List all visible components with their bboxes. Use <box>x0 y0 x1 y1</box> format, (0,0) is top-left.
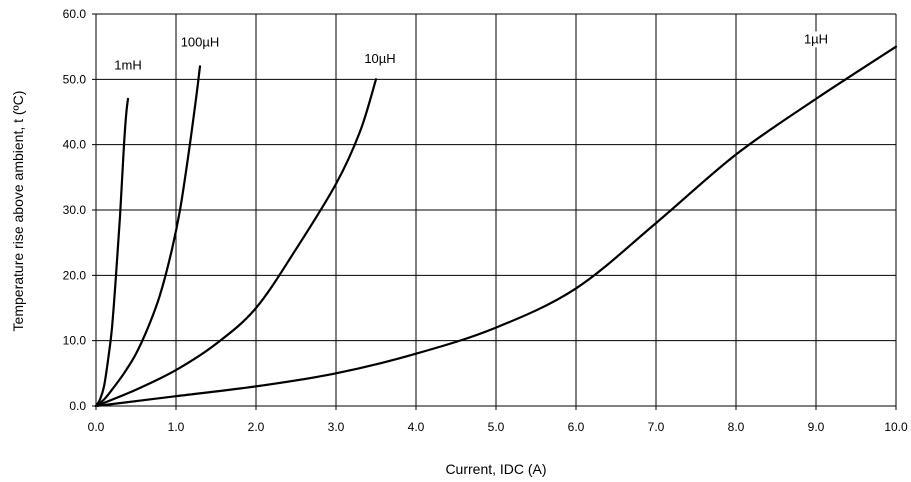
series-line <box>94 78 378 408</box>
series-label-bg <box>178 34 222 51</box>
series-label-bg <box>801 31 831 48</box>
series-label: 1µH <box>804 31 828 46</box>
y-tick-label: 60.0 <box>63 7 87 21</box>
series-labels: 1mH 100µH 10µH 1µH <box>113 31 831 74</box>
tick-labels: 0.0 1.0 2.0 3.0 4.0 5.0 6.0 7.0 8.0 9.0 10.0 0.0 10.… <box>63 7 908 434</box>
y-tick-label: 10.0 <box>63 334 87 348</box>
series-label: 10µH <box>364 51 395 66</box>
x-tick-label: 9.0 <box>808 420 825 434</box>
x-tick-label: 8.0 <box>728 420 745 434</box>
x-tick-label: 1.0 <box>168 420 185 434</box>
y-tick-label: 40.0 <box>63 138 87 152</box>
series-label-bg <box>361 51 399 67</box>
x-tick-label: 2.0 <box>248 420 265 434</box>
x-tick-label: 10.0 <box>884 420 908 434</box>
y-tick-label: 0.0 <box>69 399 86 413</box>
x-tick-label: 6.0 <box>568 420 585 434</box>
x-tick-label: 3.0 <box>328 420 345 434</box>
x-tick-label: 4.0 <box>408 420 425 434</box>
grid <box>92 13 897 410</box>
x-axis-title: Current, IDC (A) <box>445 461 546 477</box>
y-tick-label: 20.0 <box>63 268 87 282</box>
series-label-bg <box>113 57 143 74</box>
y-axis-title: Temperature rise above ambient, t (ºC) <box>10 91 26 332</box>
series-label: 1mH <box>114 58 141 73</box>
y-tick-label: 50.0 <box>63 72 87 86</box>
series-line <box>94 65 202 408</box>
series-lines <box>94 45 898 408</box>
series-line <box>94 45 898 408</box>
x-tick-label: 0.0 <box>88 420 105 434</box>
series-label: 100µH <box>181 35 220 50</box>
x-tick-label: 7.0 <box>648 420 665 434</box>
y-tick-label: 30.0 <box>63 203 87 217</box>
series-line <box>94 97 130 408</box>
x-tick-label: 5.0 <box>488 420 505 434</box>
